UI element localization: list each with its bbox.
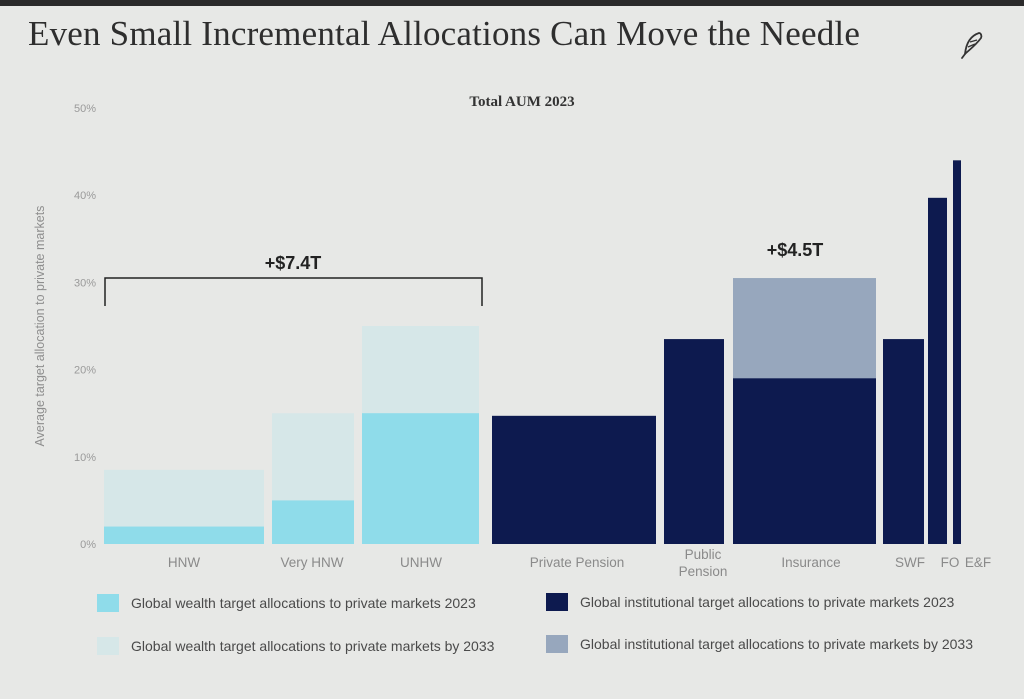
x-tick-label: Pension [679,564,728,579]
bar-wealth-2023 [362,413,479,544]
y-tick-label: 10% [74,452,96,464]
quill-pen-icon [961,32,983,59]
legend-label: Global institutional target allocations … [580,594,955,610]
legend-item-institutional-2033: Global institutional target allocations … [546,635,973,653]
annotation-label: +$4.5T [767,240,824,260]
y-tick-label: 50% [74,103,96,115]
legend-label: Global wealth target allocations to priv… [131,638,495,654]
annotation-label: +$7.4T [265,253,322,273]
legend-item-institutional-2023: Global institutional target allocations … [546,593,954,611]
chart-title: Total AUM 2023 [469,94,574,110]
x-tick-label: Insurance [781,555,840,570]
legend-label: Global institutional target allocations … [580,636,973,652]
legend-swatch [546,635,568,653]
x-tick-label: UNHW [400,555,442,570]
slide-title: Even Small Incremental Allocations Can M… [28,14,861,53]
x-tick-label: Very HNW [280,555,343,570]
bar-institutional-2023 [953,160,961,544]
x-tick-label: FO [941,555,960,570]
bar-institutional-2023 [883,339,924,544]
x-tick-label: Public [685,547,722,562]
bar-institutional-2023 [733,378,876,544]
legend-swatch [97,594,119,612]
y-tick-label: 30% [74,277,96,289]
y-tick-label: 40% [74,190,96,202]
y-tick-label: 20% [74,365,96,377]
bracket-wealth [104,277,483,307]
legend-label: Global wealth target allocations to priv… [131,595,476,611]
bar-wealth-2023 [272,500,354,544]
x-tick-label: HNW [168,555,200,570]
bar-institutional-2023 [664,339,724,544]
legend-swatch [546,593,568,611]
bar-wealth-2023 [104,526,264,544]
bar-institutional-2023 [492,415,656,544]
bar-institutional-2023 [928,197,947,545]
x-tick-label: SWF [895,555,925,570]
legend-item-wealth-2033: Global wealth target allocations to priv… [97,637,494,655]
y-tick-label: 0% [80,539,96,551]
legend-item-wealth-2023: Global wealth target allocations to priv… [97,594,476,612]
x-tick-label: E&F [965,555,991,570]
top-border [0,0,1024,6]
y-axis-label: Average target allocation to private mar… [33,206,47,447]
x-tick-label: Private Pension [530,555,625,570]
legend-swatch [97,637,119,655]
